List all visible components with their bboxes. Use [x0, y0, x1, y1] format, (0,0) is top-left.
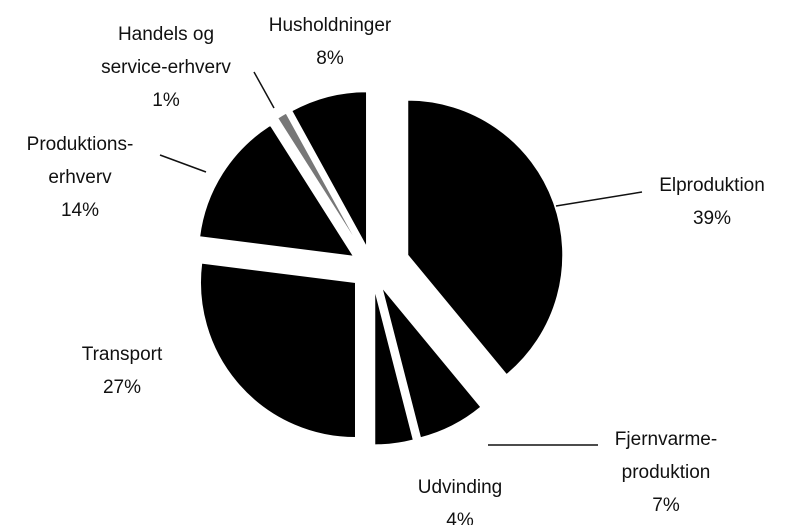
slice-label: Fjernvarme-produktion	[615, 429, 717, 483]
label-line: erhverv	[48, 167, 112, 188]
label-line: service-erhverv	[101, 57, 231, 78]
label-line: Husholdninger	[269, 15, 392, 36]
slice-label: Transport	[82, 344, 163, 365]
value-label: 4%	[446, 510, 474, 525]
label-line: Produktions-	[27, 134, 134, 155]
slice-label: Handels og service-erhverv	[101, 24, 231, 78]
label-line: produktion	[622, 462, 711, 483]
value-label: 7%	[652, 495, 680, 516]
value-label: 8%	[316, 48, 344, 69]
slice-label: Elproduktion	[659, 175, 765, 196]
pie-slice	[199, 262, 356, 439]
pie-slice	[374, 289, 414, 446]
leader-line	[555, 191, 643, 207]
label-line: Udvinding	[418, 477, 503, 498]
slice-label: Produktions-erhverv	[27, 134, 134, 188]
value-label: 14%	[61, 200, 99, 221]
pie-slice	[381, 287, 482, 439]
pie-slice	[199, 124, 355, 257]
pie-slice	[291, 91, 368, 247]
value-label: 27%	[103, 377, 141, 398]
pie-slice	[407, 99, 564, 376]
slice-label: Husholdninger	[269, 15, 392, 36]
value-label: 1%	[152, 90, 180, 111]
label-line: Fjernvarme-	[615, 429, 717, 450]
leader-line	[159, 154, 207, 173]
pie-slice	[277, 112, 362, 250]
slice-label: Udvinding	[418, 477, 503, 498]
value-label: 39%	[693, 208, 731, 229]
leader-line	[253, 71, 275, 109]
label-line: Handels og	[118, 24, 214, 45]
label-line: Elproduktion	[659, 175, 765, 196]
label-line: Transport	[82, 344, 163, 365]
